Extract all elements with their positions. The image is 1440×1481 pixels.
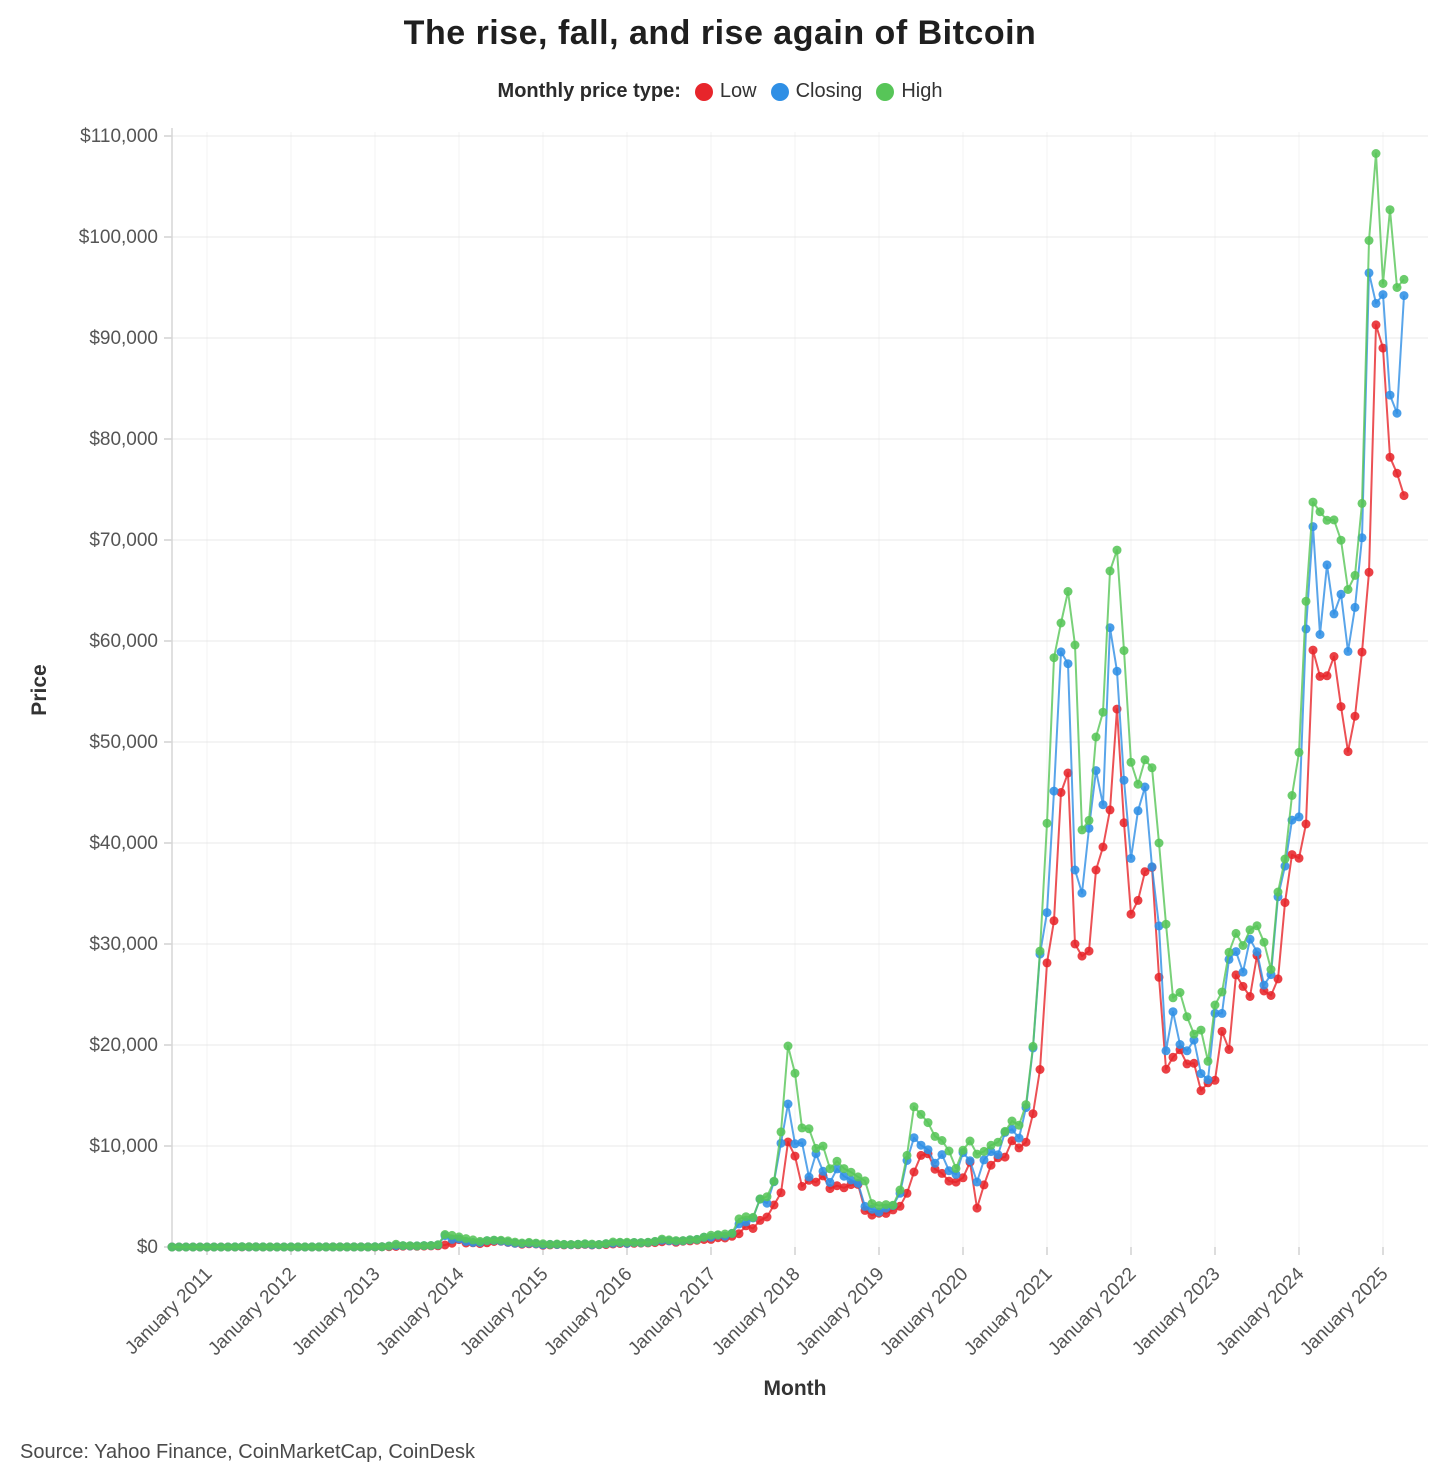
closing-series-dot-icon (770, 82, 789, 101)
legend-item-low: Low (694, 80, 757, 103)
svg-text:January 2018: January 2018 (708, 1264, 804, 1360)
source-note: Source: Yahoo Finance, CoinMarketCap, Co… (20, 1441, 476, 1463)
svg-text:$100,000: $100,000 (79, 227, 158, 248)
vertical-gridlines (206, 132, 1384, 1247)
legend-item-low-label: Low (719, 80, 757, 102)
svg-text:$110,000: $110,000 (80, 126, 158, 147)
series-low (167, 320, 1409, 1252)
svg-text:$70,000: $70,000 (89, 530, 158, 551)
svg-text:$90,000: $90,000 (89, 328, 158, 349)
series-high (167, 149, 1409, 1252)
high-series-dot-icon (876, 82, 895, 101)
svg-text:$30,000: $30,000 (89, 934, 158, 955)
svg-text:$80,000: $80,000 (89, 429, 158, 450)
svg-text:January 2014: January 2014 (372, 1263, 469, 1360)
svg-text:January 2024: January 2024 (1212, 1263, 1309, 1360)
svg-text:$20,000: $20,000 (89, 1035, 158, 1056)
legend-item-closing-label: Closing (795, 80, 863, 102)
y-axis-labels: $0 $10,000 $20,000 $30,000 $40,000 $50,000 $60… (79, 126, 158, 1258)
svg-text:January 2017: January 2017 (624, 1264, 720, 1360)
legend-title: Monthly price type: (497, 80, 681, 102)
svg-text:$10,000: $10,000 (89, 1136, 158, 1157)
svg-text:January 2013: January 2013 (288, 1264, 384, 1360)
legend-item-closing: Closing (770, 80, 863, 103)
svg-text:January 2021: January 2021 (960, 1264, 1056, 1360)
svg-text:January 2022: January 2022 (1044, 1264, 1140, 1360)
chart-legend: Monthly price type: Low Closing High (0, 80, 1440, 103)
svg-text:January 2011: January 2011 (121, 1264, 216, 1359)
svg-text:January 2025: January 2025 (1296, 1264, 1392, 1360)
y-axis-title: Price (28, 664, 51, 716)
svg-text:January 2012: January 2012 (204, 1264, 300, 1360)
series-closing (167, 268, 1409, 1252)
svg-text:January 2019: January 2019 (792, 1264, 888, 1360)
svg-text:January 2023: January 2023 (1128, 1264, 1224, 1360)
svg-text:$40,000: $40,000 (89, 833, 158, 854)
svg-text:$60,000: $60,000 (89, 631, 158, 652)
svg-text:$0: $0 (137, 1237, 158, 1258)
low-series-dot-icon (694, 82, 713, 101)
svg-text:January 2020: January 2020 (876, 1264, 972, 1360)
svg-text:January 2016: January 2016 (540, 1264, 636, 1360)
svg-text:January 2015: January 2015 (456, 1264, 552, 1360)
x-axis-title: Month (763, 1377, 827, 1400)
legend-item-high: High (876, 80, 942, 103)
chart-title: The rise, fall, and rise again of Bitcoi… (403, 14, 1037, 52)
legend-item-high-label: High (901, 80, 943, 102)
svg-text:$50,000: $50,000 (89, 732, 158, 753)
